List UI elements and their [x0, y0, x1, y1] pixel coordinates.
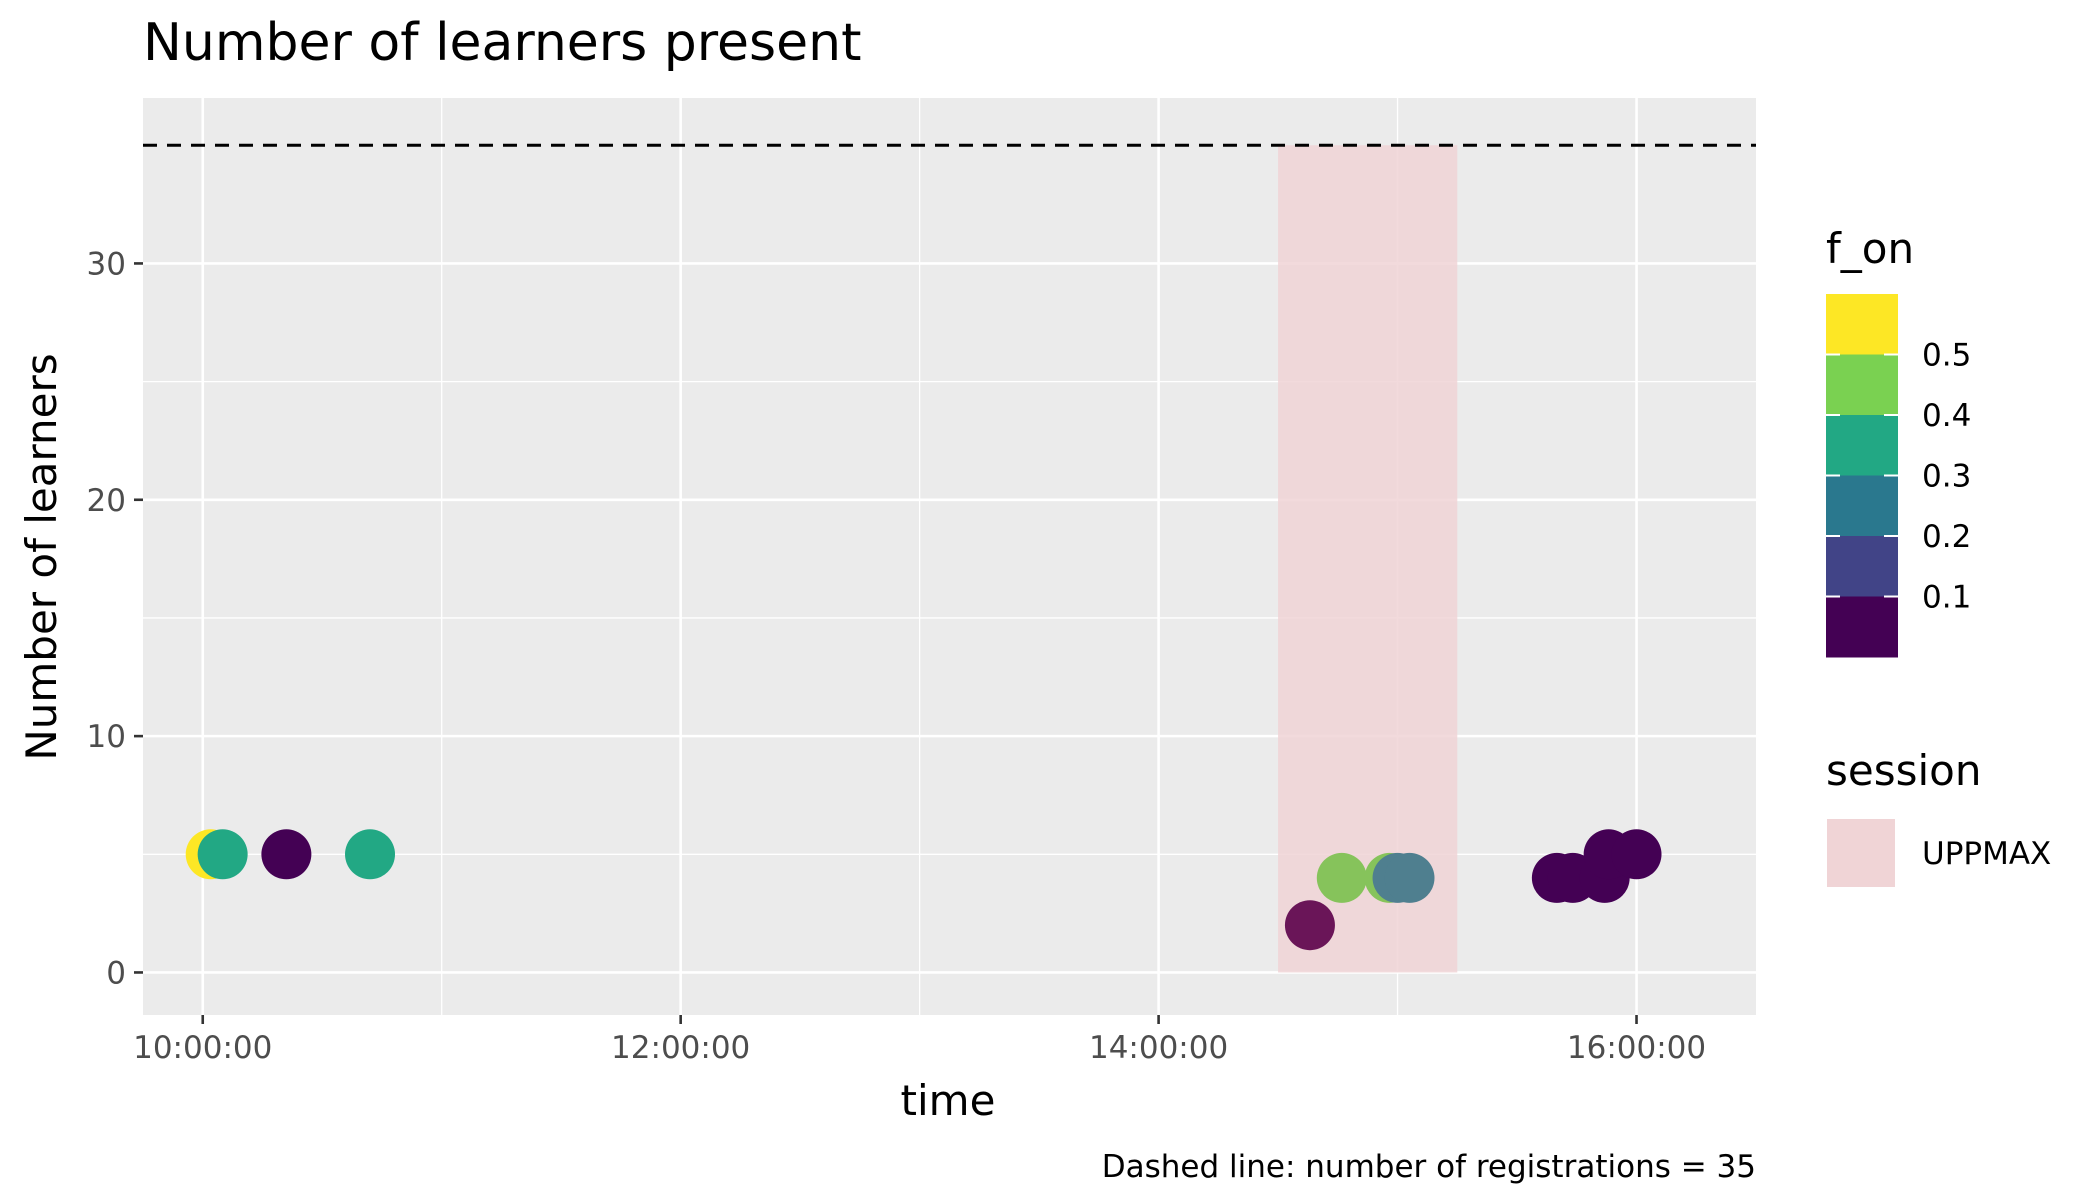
colorbar — [1826, 294, 1898, 658]
colorbar-labels: 0.5 0.4 0.3 0.2 0.1 — [1922, 338, 1971, 616]
color-legend: f_on 0.5 0.4 0.3 0.2 0.1 — [1826, 224, 1971, 658]
colorbar-segment — [1826, 536, 1898, 597]
colorbar-label: 0.1 — [1922, 580, 1971, 616]
data-point — [261, 829, 312, 880]
y-tick-label: 10 — [87, 719, 126, 755]
colorbar-segment — [1826, 294, 1898, 355]
y-tick-label: 0 — [106, 955, 126, 991]
color-legend-title: f_on — [1826, 224, 1914, 273]
colorbar-segment — [1826, 415, 1898, 476]
session-legend-label-uppmax: UPPMAX — [1922, 836, 2051, 872]
x-tick-label: 16:00:00 — [1567, 1030, 1706, 1066]
y-tick-label: 20 — [87, 483, 126, 519]
data-point — [1284, 900, 1335, 951]
colorbar-segment — [1826, 354, 1898, 416]
data-point — [1384, 852, 1435, 903]
data-points — [185, 829, 1662, 951]
chart-caption: Dashed line: number of registrations = 3… — [1102, 1149, 1756, 1185]
x-axis: 10:00:00 12:00:00 14:00:00 16:00:00 — [133, 1015, 1706, 1066]
session-legend-title: session — [1826, 746, 1981, 795]
colorbar-segment — [1826, 475, 1898, 537]
data-point — [1316, 852, 1367, 903]
y-axis-title: Number of learners — [17, 353, 66, 760]
session-legend-key-uppmax — [1825, 817, 1897, 889]
data-point — [345, 829, 396, 880]
chart-title: Number of learners present — [143, 13, 861, 73]
colorbar-label: 0.4 — [1922, 398, 1971, 434]
data-point — [197, 829, 248, 880]
data-point — [1611, 829, 1662, 880]
y-tick-label: 30 — [87, 246, 126, 282]
colorbar-label: 0.2 — [1922, 519, 1971, 555]
session-band-uppmax — [1278, 145, 1458, 973]
x-tick-label: 12:00:00 — [611, 1030, 750, 1066]
y-axis: 0 10 20 30 — [87, 246, 143, 991]
plot-background — [143, 98, 1756, 1015]
x-axis-title: time — [901, 1076, 996, 1125]
colorbar-segment — [1826, 596, 1898, 658]
x-tick-label: 14:00:00 — [1089, 1030, 1228, 1066]
x-tick-label: 10:00:00 — [133, 1030, 272, 1066]
plot-panel — [143, 98, 1756, 1015]
colorbar-label: 0.3 — [1922, 459, 1971, 495]
session-legend: session UPPMAX — [1825, 746, 2051, 889]
colorbar-label: 0.5 — [1922, 338, 1971, 374]
